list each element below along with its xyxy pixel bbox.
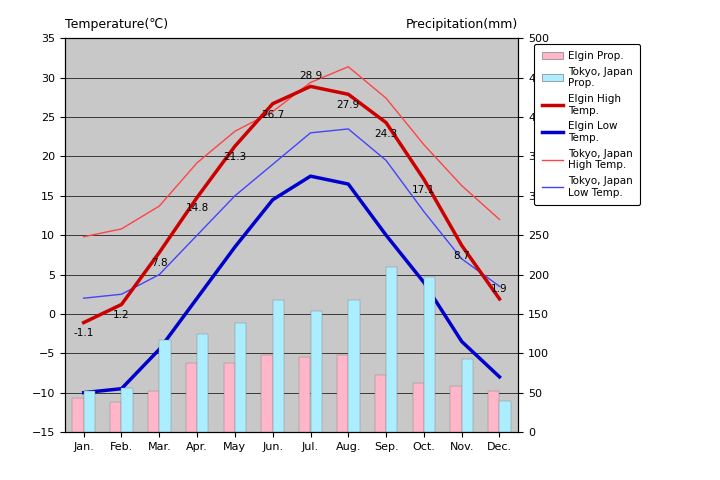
Text: 24.3: 24.3 [374,129,397,139]
Bar [84,391,95,432]
Text: 1.9: 1.9 [491,284,508,294]
Bar [462,359,473,432]
Bar [72,398,84,432]
Bar [386,267,397,432]
Bar [424,277,435,432]
Bar [348,300,359,432]
Bar [261,355,273,432]
Text: 26.7: 26.7 [261,109,284,120]
Bar [223,363,235,432]
Bar [300,357,310,432]
Text: 14.8: 14.8 [186,204,209,213]
Text: 1.2: 1.2 [113,311,130,320]
Bar [374,375,386,432]
Bar [451,386,462,432]
Bar [148,391,159,432]
Bar [197,334,209,432]
Bar [186,363,197,432]
Bar [413,383,424,432]
Bar [310,311,322,432]
Bar [110,402,122,432]
Text: Temperature(℃): Temperature(℃) [65,18,168,31]
Text: Precipitation(mm): Precipitation(mm) [406,18,518,31]
Text: 8.7: 8.7 [454,252,470,261]
Bar [500,400,511,432]
Text: 21.3: 21.3 [223,152,246,162]
Bar [159,340,171,432]
Text: 28.9: 28.9 [299,72,322,82]
Bar [337,355,348,432]
Bar [235,324,246,432]
Bar [273,300,284,432]
Text: -1.1: -1.1 [73,328,94,338]
Bar [122,388,132,432]
Text: 7.8: 7.8 [151,258,168,268]
Text: 17.1: 17.1 [413,185,436,195]
Legend: Elgin Prop., Tokyo, Japan
Prop., Elgin High
Temp., Elgin Low
Temp., Tokyo, Japan: Elgin Prop., Tokyo, Japan Prop., Elgin H… [534,44,640,205]
Bar [488,391,500,432]
Text: 27.9: 27.9 [337,100,360,110]
